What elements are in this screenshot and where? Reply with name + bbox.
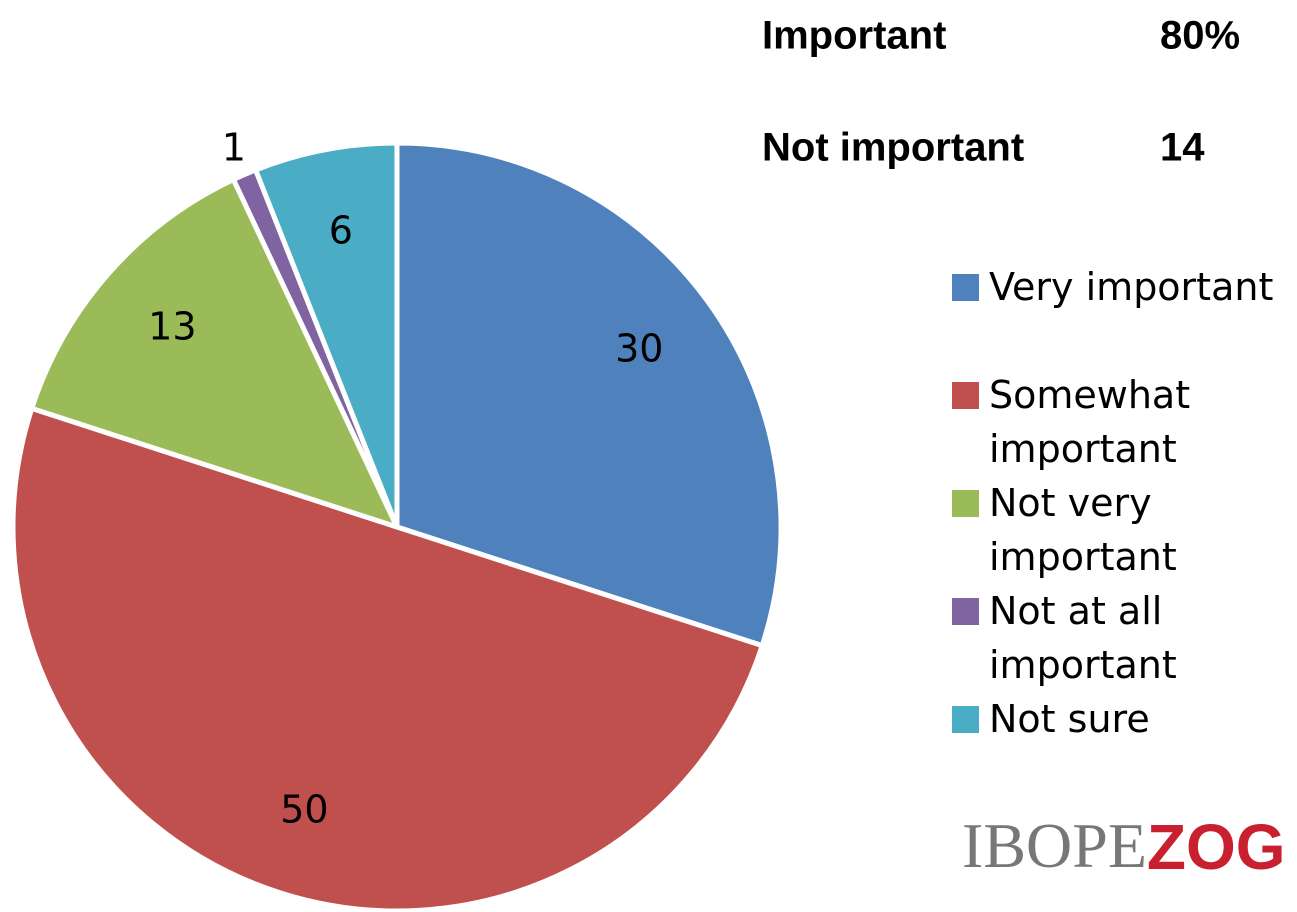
slice-label: 1	[222, 125, 246, 169]
legend-swatch	[952, 490, 979, 517]
legend-swatch	[952, 706, 979, 733]
pie-slice	[252, 140, 400, 528]
legend-item: Not very important	[952, 476, 1279, 584]
legend-label: Not very important	[989, 481, 1177, 579]
slice-label: 30	[615, 326, 663, 370]
legend-label: Very important	[989, 265, 1274, 309]
slice-label: 13	[148, 304, 196, 348]
legend-swatch	[952, 274, 979, 301]
legend-item: Somewhat important	[952, 368, 1279, 476]
summary-label: Important	[762, 14, 946, 58]
slice-label: 50	[280, 787, 328, 831]
legend-label: Not sure	[989, 697, 1150, 741]
summary-value: 80%	[1160, 14, 1240, 58]
logo-text: IBOPEZOG	[962, 810, 1286, 883]
legend-swatch	[952, 382, 979, 409]
legend-item: Very important	[952, 260, 1279, 314]
pie-slice	[28, 176, 402, 532]
legend-item: Not sure	[952, 692, 1279, 746]
legend-label: Not at all important	[989, 589, 1177, 687]
legend-item: Not at all important	[952, 584, 1279, 692]
slice-label: 6	[329, 208, 353, 252]
pie-slice	[10, 405, 766, 912]
legend-label: Somewhat important	[989, 373, 1191, 471]
pie-slice	[394, 140, 784, 649]
summary-value: 14	[1160, 126, 1205, 170]
legend-swatch	[952, 598, 979, 625]
summary-label: Not important	[762, 126, 1024, 170]
